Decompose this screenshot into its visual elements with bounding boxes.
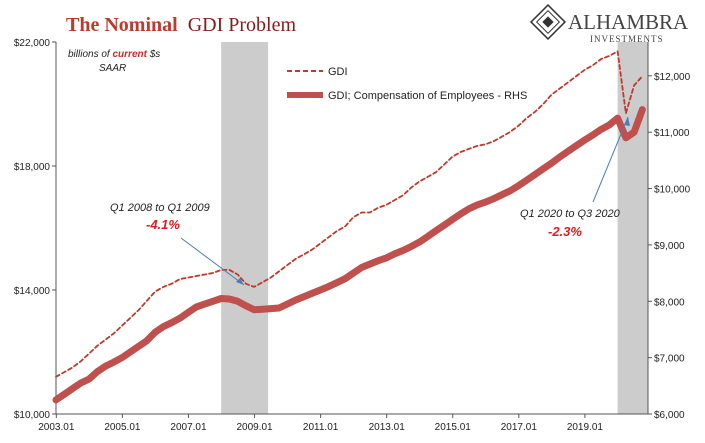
x-tick-label-6: 2015.01 [435, 422, 472, 433]
annotation-2020: Q1 2020 to Q3 2020 -2.3% [520, 116, 630, 239]
x-tick-label-1: 2005.01 [104, 422, 141, 433]
y-left-tick-label-2: $18,000 [14, 162, 51, 173]
annotation-2020-value: -2.3% [548, 224, 582, 239]
axes: $10,000 $14,000 $18,000 $22,000 $6,000 $7,000… [14, 38, 691, 433]
legend: GDI GDI; Compensation of Employees - RHS [287, 66, 527, 102]
y-right-tick-label-6: $12,000 [654, 72, 691, 83]
y-left-tick-label-0: $10,000 [14, 410, 51, 421]
legend-gdi-label: GDI [328, 66, 348, 78]
chart-title-part1: The Nominal [66, 14, 178, 36]
annotation-2008-arrowhead [236, 278, 244, 285]
recession-band-0 [221, 42, 269, 414]
annotation-2008-label: Q1 2008 to Q1 2009 [110, 202, 210, 214]
recession-band-1 [617, 42, 648, 414]
units-note: billions of current $s [68, 49, 160, 60]
annotation-2020-label: Q1 2020 to Q3 2020 [520, 208, 621, 220]
units-note-highlight: current [112, 49, 147, 60]
units-note-suffix: $s [149, 49, 161, 60]
logo-subtitle: INVESTMENTS [590, 34, 664, 44]
y-right-tick-label-4: $10,000 [654, 185, 691, 196]
legend-comp-label: GDI; Compensation of Employees - RHS [328, 90, 527, 102]
annotation-2020-arrow [592, 116, 629, 203]
series-compensation-line [52, 106, 646, 404]
y-right-tick-label-5: $11,000 [654, 128, 690, 139]
y-right-tick-label-1: $7,000 [654, 354, 685, 365]
y-left-tick-label-1: $14,000 [14, 286, 51, 297]
alhambra-logo: ALHAMBRA INVESTMENTS [529, 3, 689, 44]
x-tick-label-3: 2009.01 [236, 422, 273, 433]
logo-name: ALHAMBRA [568, 10, 689, 34]
y-right-tick-label-3: $9,000 [654, 241, 685, 252]
units-note-prefix: billions of [68, 49, 111, 60]
annotation-2008-value: -4.1% [146, 217, 180, 232]
x-tick-label-0: 2003.01 [38, 422, 75, 433]
chart-title-part2: GDI Problem [188, 14, 297, 36]
annotation-2008: Q1 2008 to Q1 2009 -4.1% [110, 202, 245, 286]
x-tick-label-2: 2007.01 [170, 422, 207, 433]
x-tick-label-7: 2017.01 [501, 422, 538, 433]
y-left-tick-label-3: $22,000 [14, 38, 51, 49]
x-tick-label-5: 2013.01 [369, 422, 406, 433]
x-tick-label-4: 2011.01 [303, 422, 339, 433]
x-tick-label-8: 2019.01 [567, 422, 604, 433]
y-right-tick-label-2: $8,000 [654, 297, 685, 308]
diamond-logo-icon [529, 3, 567, 41]
chart-title: The Nominal GDI Problem [66, 14, 296, 36]
annotation-2020-arrowhead [624, 117, 630, 126]
units-note-line2: SAAR [99, 63, 126, 74]
series-lines [52, 50, 646, 404]
recession-shading [221, 42, 648, 414]
series-gdi-line [55, 50, 644, 378]
annotation-2008-arrow [180, 237, 245, 286]
y-right-tick-label-0: $6,000 [654, 410, 685, 421]
